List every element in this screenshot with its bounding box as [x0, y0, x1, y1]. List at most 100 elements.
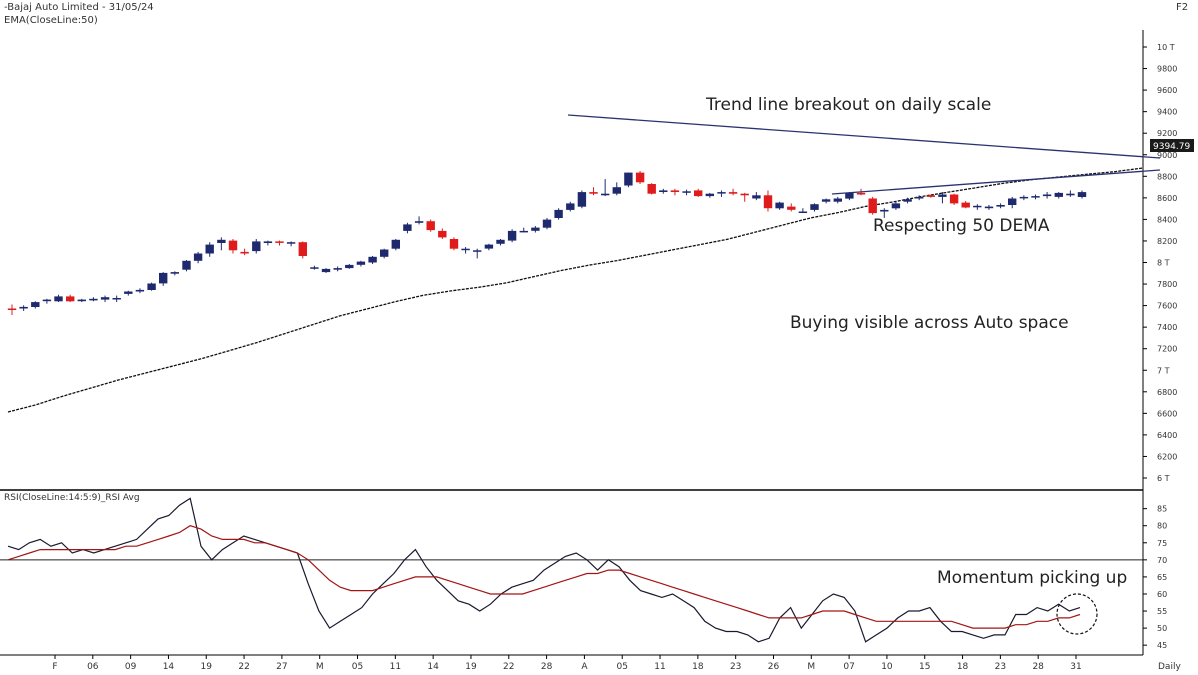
candle-bullish: [973, 205, 982, 208]
candle-bullish: [996, 205, 1005, 207]
candle-bullish: [542, 219, 552, 228]
time-tick-label: 05: [616, 662, 627, 672]
candle-bullish: [717, 192, 726, 194]
candle-bullish: [391, 239, 400, 249]
last-price-box: [1150, 139, 1194, 152]
candle-bearish: [228, 240, 238, 251]
candle-bullish: [659, 190, 668, 192]
annotation-trendline-breakout: Trend line breakout on daily scale: [705, 95, 991, 115]
candle-bullish: [100, 297, 110, 300]
candle-bullish: [89, 298, 98, 301]
upper-trendline: [567, 114, 1161, 159]
time-tick-label: 23: [995, 662, 1006, 672]
candle-bullish: [1042, 194, 1052, 197]
candle-bullish: [345, 264, 354, 269]
time-tick-label: 23: [730, 662, 741, 672]
indicator-label: EMA(CloseLine:50): [4, 15, 98, 26]
candle-bullish: [356, 261, 366, 265]
candle-bullish: [1031, 196, 1040, 198]
time-tick-label: 27: [276, 662, 287, 672]
time-tick-label: 18: [692, 662, 704, 672]
rsi-tick-label: 80: [1157, 522, 1167, 531]
price-tick-label: 6 T: [1157, 474, 1170, 483]
candle-bullish: [1054, 192, 1063, 197]
time-tick-label: 22: [238, 662, 249, 672]
candle-bullish: [833, 198, 842, 202]
candle-bearish: [298, 242, 307, 256]
time-tick-label: 11: [390, 662, 401, 672]
candle-bullish: [880, 209, 889, 212]
candle-bearish: [240, 251, 249, 254]
price-tick-label: 9600: [1157, 86, 1177, 95]
corner-label: F2: [1176, 2, 1189, 13]
candle-bullish: [263, 241, 273, 243]
candle-bullish: [217, 239, 226, 243]
time-tick-label: 22: [503, 662, 514, 672]
price-tick-label: 8200: [1157, 237, 1177, 246]
candle-bearish: [787, 206, 796, 210]
candle-bearish: [868, 198, 877, 214]
annotation-50-dema: Respecting 50 DEMA: [873, 216, 1050, 236]
annotation-auto-space: Buying visible across Auto space: [790, 313, 1069, 333]
candle-bearish: [589, 192, 598, 194]
price-tick-label: 7 T: [1157, 366, 1170, 375]
price-tick-label: 6600: [1157, 409, 1177, 418]
time-tick-label: 07: [843, 662, 854, 672]
time-tick-label: 14: [163, 662, 175, 672]
candle-bullish: [42, 299, 52, 302]
candle-bearish: [763, 195, 773, 209]
time-tick-label: 05: [352, 662, 363, 672]
rsi-tick-label: 45: [1157, 641, 1167, 650]
price-tick-label: 7800: [1157, 280, 1177, 289]
candle-bullish: [170, 272, 179, 274]
candle-bullish: [403, 224, 412, 231]
candle-bearish: [647, 184, 656, 194]
time-tick-label: 10: [881, 662, 893, 672]
lower-trendline: [831, 169, 1161, 195]
candle-bullish: [810, 204, 819, 210]
candle-bullish: [519, 230, 528, 233]
candle-bullish: [135, 289, 145, 292]
time-tick-label: 09: [125, 662, 137, 672]
candle-bullish: [612, 187, 621, 194]
candle-bullish: [321, 268, 331, 273]
price-tick-label: 8400: [1157, 215, 1177, 224]
candle-bullish: [333, 268, 342, 270]
candle-bullish: [159, 272, 168, 284]
candle-bullish: [286, 242, 296, 244]
candle-bearish: [740, 193, 749, 196]
candle-bullish: [903, 199, 912, 202]
candle-bullish: [1066, 193, 1075, 196]
candle-bearish: [7, 308, 17, 310]
rsi-tick-label: 75: [1157, 539, 1167, 548]
candle-bullish: [205, 244, 214, 254]
time-tick-label: 18: [957, 662, 969, 672]
rsi-tick-label: 65: [1157, 573, 1167, 582]
candle-bullish: [461, 248, 470, 251]
time-tick-label: 28: [541, 662, 553, 672]
candle-bullish: [252, 241, 261, 252]
time-tick-label: 19: [201, 662, 213, 672]
price-tick-label: 6800: [1157, 388, 1177, 397]
rsi-avg-line: [7, 525, 1081, 629]
candle-bullish: [566, 203, 575, 210]
candle-bearish: [66, 296, 75, 302]
rsi-title: RSI(CloseLine:14:5:9)_RSI Avg: [4, 493, 140, 503]
price-tick-label: 9000: [1157, 151, 1177, 160]
candle-bearish: [926, 195, 935, 197]
price-tick-label: 10 T: [1157, 43, 1175, 52]
candle-bearish: [426, 221, 435, 231]
candle-bullish: [601, 193, 610, 196]
momentum-circle: [1056, 593, 1098, 635]
price-tick-label: 9400: [1157, 108, 1177, 117]
candle-bearish: [728, 192, 738, 194]
candle-bullish: [775, 202, 784, 209]
candle-bullish: [310, 267, 319, 269]
candle-bullish: [531, 227, 540, 231]
candle-bullish: [112, 298, 121, 300]
annotation-momentum: Momentum picking up: [937, 568, 1127, 588]
candle-bullish: [182, 260, 191, 270]
candle-bullish: [380, 249, 389, 257]
candle-bullish: [124, 291, 133, 294]
